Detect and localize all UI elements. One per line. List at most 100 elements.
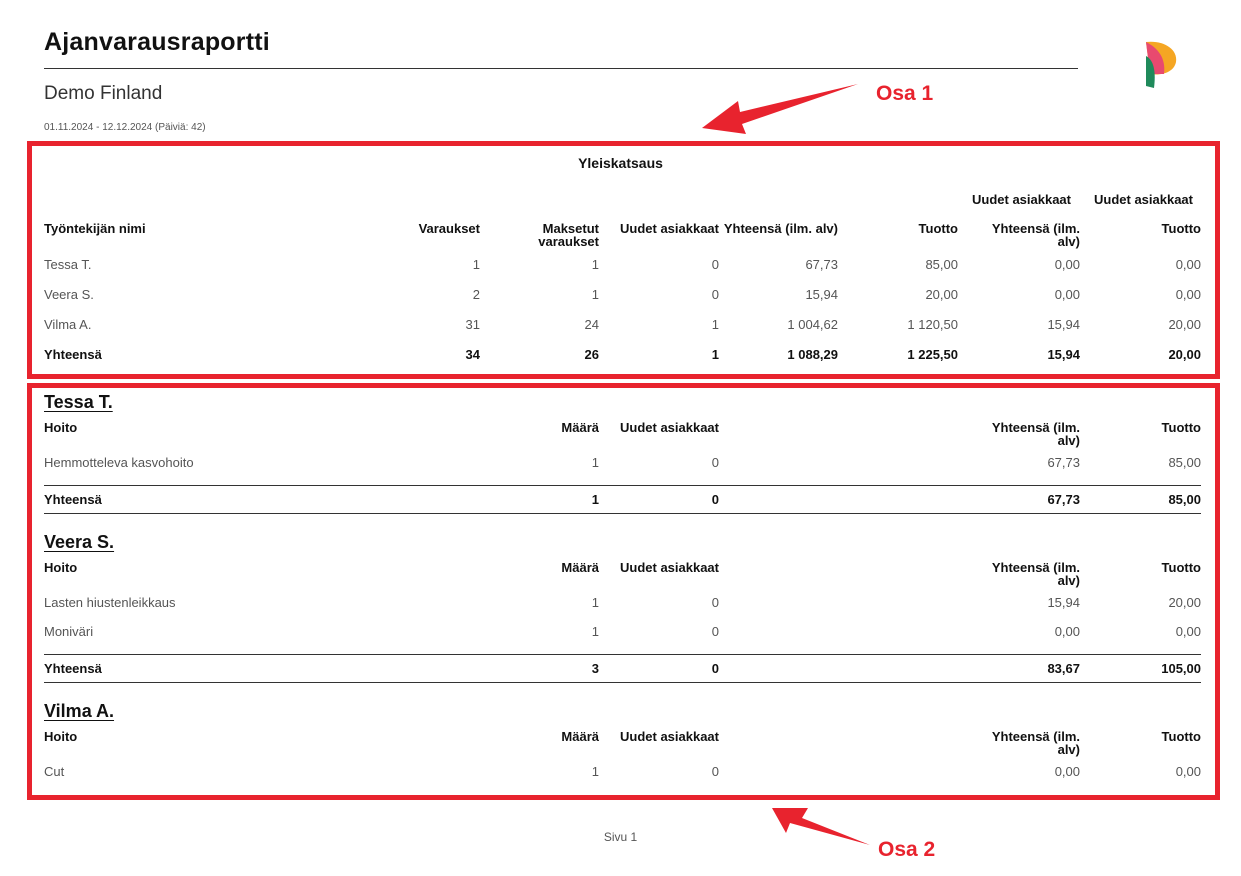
- group-header-new-customers: Uudet asiakkaat: [972, 192, 1071, 207]
- row-name: Vilma A.: [44, 317, 92, 332]
- totals-new-total: 15,94: [1047, 347, 1080, 362]
- treatment-revenue: 85,00: [1168, 455, 1201, 470]
- totals-label: Yhteensä: [44, 661, 102, 676]
- treatment-new: 0: [711, 595, 719, 610]
- totals-revenue: 105,00: [1161, 661, 1201, 676]
- col-header-qty: Määrä: [561, 420, 599, 435]
- treatment-total: 0,00: [1054, 764, 1080, 779]
- company-name: Demo Finland: [44, 83, 163, 104]
- treatment-name: Lasten hiustenleikkaus: [44, 595, 176, 610]
- row-revenue: 1 120,50: [907, 317, 958, 332]
- treatment-new: 0: [711, 455, 719, 470]
- col-header-bookings: Varaukset: [418, 221, 480, 236]
- col-header-treatment: Hoito: [44, 560, 78, 575]
- totals-divider-bottom: [44, 513, 1201, 514]
- row-new-revenue: 0,00: [1175, 287, 1201, 302]
- totals-divider-top: [44, 485, 1201, 486]
- row-total: 1 004,62: [787, 317, 838, 332]
- treatment-new: 0: [711, 624, 719, 639]
- row-total: 67,73: [805, 257, 838, 272]
- treatment-qty: 1: [591, 595, 599, 610]
- section-box-part1: [27, 141, 1220, 379]
- row-new-revenue: 0,00: [1175, 257, 1201, 272]
- col-header-revenue: Tuotto: [918, 221, 958, 236]
- page-number: Sivu 1: [603, 830, 638, 844]
- totals-total: 67,73: [1047, 492, 1080, 507]
- col-header-new: Uudet asiakkaat: [620, 729, 719, 744]
- totals-divider-top: [44, 654, 1201, 655]
- treatment-revenue: 0,00: [1175, 624, 1201, 639]
- totals-label: Yhteensä: [44, 347, 102, 362]
- totals-bookings: 34: [465, 347, 480, 362]
- treatment-new: 0: [711, 764, 719, 779]
- totals-new: 1: [711, 347, 719, 362]
- treatment-total: 15,94: [1047, 595, 1080, 610]
- row-name: Tessa T.: [44, 257, 92, 272]
- col-header-treatment: Hoito: [44, 420, 78, 435]
- brand-logo-icon: [1146, 41, 1177, 88]
- col-header-new-revenue: Tuotto: [1161, 221, 1201, 236]
- col-header-qty: Määrä: [561, 560, 599, 575]
- row-new: 0: [711, 287, 719, 302]
- employee-heading: Veera S.: [44, 532, 115, 552]
- col-header-total-excl-vat: Yhteensä (ilm. alv): [723, 221, 838, 236]
- col-header-revenue: Tuotto: [1161, 560, 1201, 575]
- title-divider: [44, 68, 1078, 69]
- totals-divider-bottom: [44, 682, 1201, 683]
- row-new: 0: [711, 257, 719, 272]
- row-revenue: 85,00: [925, 257, 958, 272]
- annotation-part1: Osa 1: [876, 82, 934, 105]
- col-header-revenue: Tuotto: [1161, 729, 1201, 744]
- totals-revenue: 1 225,50: [907, 347, 958, 362]
- row-paid: 1: [591, 257, 599, 272]
- col-header-treatment: Hoito: [44, 729, 78, 744]
- treatment-name: Moniväri: [44, 624, 94, 639]
- col-header-new: Uudet asiakkaat: [620, 420, 719, 435]
- report-title: Ajanvarausraportti: [44, 28, 270, 56]
- row-new-revenue: 20,00: [1168, 317, 1201, 332]
- col-header-paid-bookings: Maksetut varaukset: [538, 221, 599, 249]
- totals-qty: 1: [591, 492, 599, 507]
- treatment-qty: 1: [591, 764, 599, 779]
- totals-revenue: 85,00: [1168, 492, 1201, 507]
- row-total: 15,94: [805, 287, 838, 302]
- col-header-total: Yhteensä (ilm. alv): [991, 729, 1080, 757]
- row-paid: 1: [591, 287, 599, 302]
- col-header-new: Uudet asiakkaat: [620, 560, 719, 575]
- col-header-qty: Määrä: [561, 729, 599, 744]
- row-new-total: 0,00: [1054, 257, 1080, 272]
- annotation-part2: Osa 2: [878, 838, 936, 861]
- col-header-name: Työntekijän nimi: [44, 221, 146, 236]
- group-header-new-customers-2: Uudet asiakkaat: [1094, 192, 1193, 207]
- treatment-name: Cut: [44, 764, 65, 779]
- totals-total: 1 088,29: [787, 347, 838, 362]
- col-header-total: Yhteensä (ilm. alv): [991, 560, 1080, 588]
- totals-total: 83,67: [1047, 661, 1080, 676]
- totals-new-revenue: 20,00: [1168, 347, 1201, 362]
- treatment-qty: 1: [591, 455, 599, 470]
- totals-paid: 26: [584, 347, 599, 362]
- col-header-total: Yhteensä (ilm. alv): [991, 420, 1080, 448]
- totals-new: 0: [711, 492, 719, 507]
- row-name: Veera S.: [44, 287, 94, 302]
- totals-new: 0: [711, 661, 719, 676]
- treatment-total: 67,73: [1047, 455, 1080, 470]
- row-bookings: 2: [472, 287, 480, 302]
- row-paid: 24: [584, 317, 599, 332]
- treatment-qty: 1: [591, 624, 599, 639]
- col-header-revenue: Tuotto: [1161, 420, 1201, 435]
- section-box-part2: [27, 383, 1220, 800]
- row-new: 1: [711, 317, 719, 332]
- totals-label: Yhteensä: [44, 492, 102, 507]
- employee-heading: Tessa T.: [44, 392, 113, 412]
- row-new-total: 0,00: [1054, 287, 1080, 302]
- totals-qty: 3: [591, 661, 599, 676]
- report-period: 01.11.2024 - 12.12.2024 (Päiviä: 42): [44, 122, 206, 133]
- overview-title: Yleiskatsaus: [578, 155, 663, 171]
- col-header-new-customers: Uudet asiakkaat: [620, 221, 719, 236]
- col-header-new-total-excl-vat: Yhteensä (ilm. alv): [991, 221, 1080, 249]
- employee-heading: Vilma A.: [44, 701, 115, 721]
- row-bookings: 1: [472, 257, 480, 272]
- row-bookings: 31: [465, 317, 480, 332]
